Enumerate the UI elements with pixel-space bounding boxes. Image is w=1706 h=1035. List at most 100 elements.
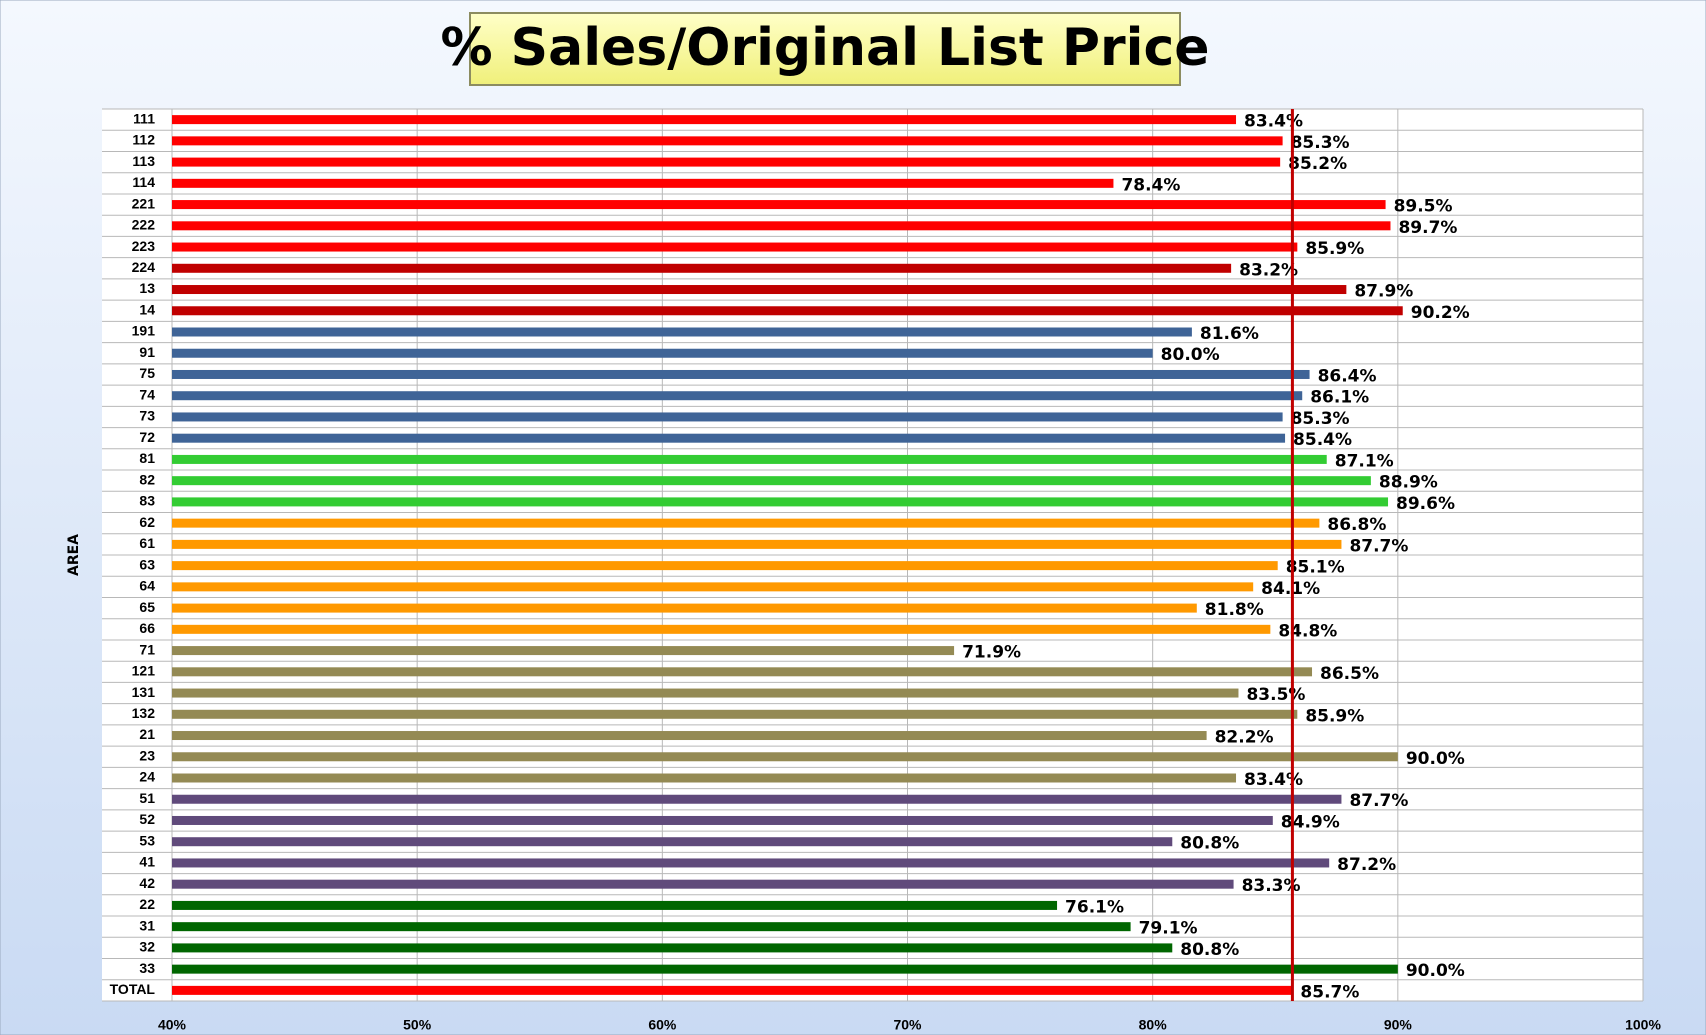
bar (172, 985, 1293, 995)
value-label: 87.1% (1335, 451, 1394, 471)
bar (172, 136, 1283, 146)
bar (172, 582, 1254, 592)
y-tick-label: 112 (132, 132, 155, 148)
bar (172, 433, 1286, 443)
y-tick-label: 72 (139, 429, 155, 445)
y-tick-label: 224 (132, 259, 156, 275)
bar (172, 178, 1114, 188)
value-label: 84.1% (1261, 579, 1320, 599)
bar (172, 285, 1347, 295)
bar (172, 306, 1403, 316)
bar (172, 327, 1192, 337)
bar (172, 943, 1173, 953)
y-tick-label: 31 (139, 917, 155, 933)
value-label: 85.1% (1286, 558, 1345, 578)
bar (172, 624, 1271, 634)
bar (172, 879, 1234, 889)
y-tick-label: 62 (139, 514, 155, 530)
bar (172, 794, 1342, 804)
value-label: 83.4% (1244, 770, 1303, 790)
value-label: 81.8% (1205, 600, 1264, 620)
y-tick-label: 21 (139, 726, 155, 742)
value-label: 83.4% (1244, 112, 1303, 132)
value-label: 86.4% (1318, 366, 1377, 386)
y-tick-label: 131 (132, 684, 156, 700)
value-label: 80.8% (1180, 940, 1239, 960)
y-tick-label: 114 (132, 174, 155, 190)
y-tick-label: 63 (139, 556, 155, 572)
y-tick-label: 61 (139, 535, 155, 551)
value-label: 85.9% (1305, 239, 1364, 259)
value-label: 83.2% (1239, 260, 1298, 280)
bar (172, 731, 1207, 741)
y-tick-label: 42 (139, 875, 155, 891)
y-tick-label: 91 (139, 344, 155, 360)
value-label: 89.5% (1394, 197, 1453, 217)
bar (172, 476, 1371, 486)
y-tick-label: 221 (132, 195, 156, 211)
bar (172, 646, 955, 656)
value-label: 81.6% (1200, 324, 1259, 344)
y-tick-label: 64 (139, 578, 155, 594)
x-tick-label: 60% (648, 1017, 677, 1033)
value-label: 84.9% (1281, 812, 1340, 832)
x-tick-label: 90% (1384, 1017, 1413, 1033)
value-label: 89.6% (1396, 494, 1455, 514)
chart-title: % Sales/Original List Price (440, 18, 1209, 78)
y-tick-label: 83 (139, 493, 155, 509)
value-label: 83.5% (1246, 685, 1305, 705)
y-tick-label: 23 (139, 747, 155, 763)
bar (172, 115, 1237, 125)
bar (172, 667, 1313, 677)
x-tick-label: 100% (1625, 1017, 1661, 1033)
y-tick-label: 13 (139, 280, 155, 296)
bar (172, 709, 1298, 719)
value-label: 83.3% (1242, 876, 1301, 896)
y-tick-label: 65 (139, 599, 155, 615)
value-label: 86.1% (1310, 388, 1369, 408)
y-tick-label: 71 (139, 641, 155, 657)
bar (172, 773, 1237, 783)
bar (172, 922, 1131, 932)
bar (172, 837, 1173, 847)
value-label: 86.8% (1327, 515, 1386, 535)
x-tick-label: 40% (158, 1017, 187, 1033)
value-label: 89.7% (1398, 218, 1457, 238)
bar (172, 688, 1239, 698)
y-tick-label: 82 (139, 471, 155, 487)
value-label: 85.3% (1291, 409, 1350, 429)
x-tick-label: 80% (1139, 1017, 1168, 1033)
y-tick-label: 74 (139, 386, 155, 402)
value-label: 85.2% (1288, 154, 1347, 174)
bar (172, 200, 1386, 210)
bar (172, 858, 1330, 868)
value-label: 87.2% (1337, 855, 1396, 875)
value-label: 82.2% (1215, 728, 1274, 748)
bar (172, 412, 1283, 422)
bar (172, 263, 1232, 273)
value-label: 85.4% (1293, 430, 1352, 450)
y-tick-label: 113 (132, 153, 155, 169)
title-box (469, 12, 1181, 86)
bar (172, 752, 1398, 762)
y-tick-label: 73 (139, 408, 155, 424)
y-tick-label: 222 (132, 217, 156, 233)
bar (172, 815, 1273, 825)
bar (172, 539, 1342, 549)
value-label: 87.9% (1354, 282, 1413, 302)
value-label: 80.0% (1161, 345, 1220, 365)
y-tick-label: 66 (139, 620, 155, 636)
value-label: 90.2% (1411, 303, 1470, 323)
bar (172, 348, 1153, 358)
y-tick-label: 24 (139, 769, 155, 785)
x-tick-label: 50% (403, 1017, 432, 1033)
value-label: 87.7% (1349, 536, 1408, 556)
bar (172, 518, 1320, 528)
y-tick-label: 51 (139, 790, 155, 806)
value-label: 85.3% (1291, 133, 1350, 153)
value-label: 78.4% (1121, 175, 1180, 195)
y-tick-label: 32 (139, 939, 155, 955)
y-tick-label: 191 (132, 323, 156, 339)
value-label: 90.0% (1406, 749, 1465, 769)
